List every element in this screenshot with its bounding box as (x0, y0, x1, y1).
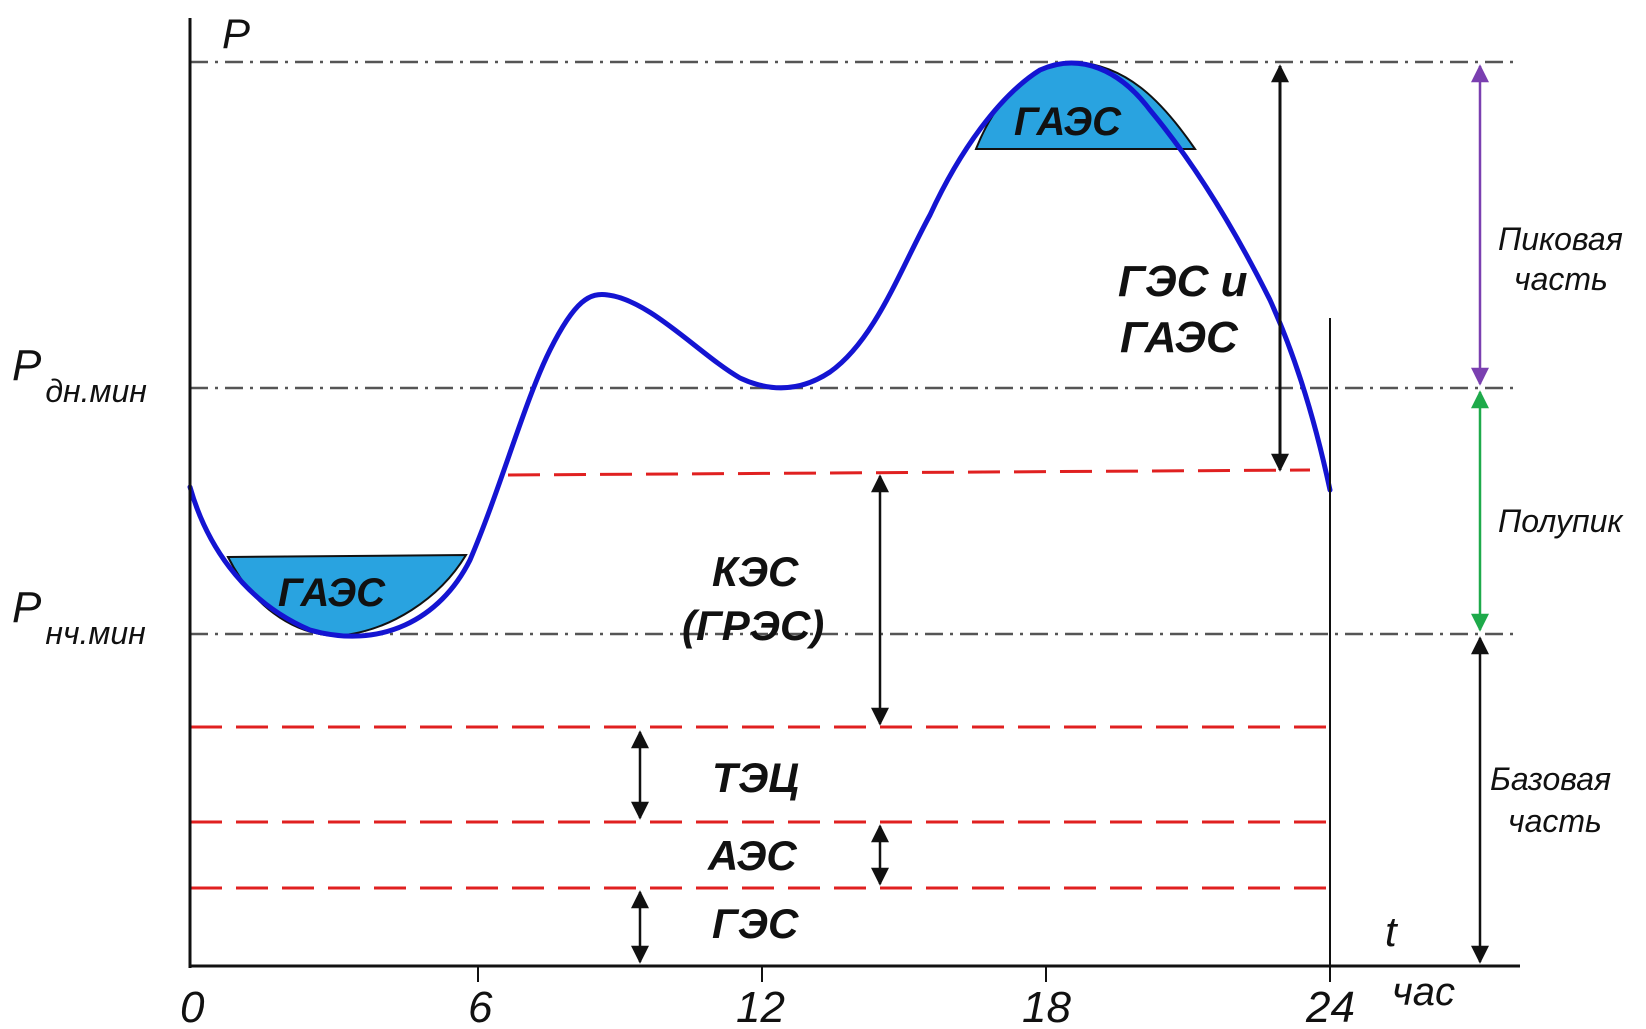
label-p-day-min-sub: дн.мин (45, 373, 147, 409)
x-axis-unit: час (1392, 970, 1455, 1014)
label-base-zone-line2: часть (1508, 803, 1602, 839)
label-ges-gaes-line1: ГЭС и (1118, 257, 1248, 306)
label-peak-zone-line1: Пиковая (1498, 221, 1623, 257)
x-tick-label: 24 (1305, 983, 1355, 1029)
load-curve (187, 60, 1333, 639)
label-ges: ГЭС (712, 900, 799, 947)
label-ges-gaes-line2: ГАЭС (1120, 313, 1239, 362)
label-semi-peak-zone: Полупик (1498, 503, 1624, 539)
label-kes-line1: КЭС (712, 548, 799, 595)
label-peak-zone-line2: часть (1514, 261, 1608, 297)
label-p-night-min-sub: нч.мин (45, 615, 145, 651)
x-tick-label: 12 (736, 983, 785, 1029)
label-tec: ТЭЦ (712, 754, 799, 801)
label-gaes-bottom: ГАЭС (278, 571, 386, 615)
label-p-night-min-main: P (12, 583, 42, 632)
boundary-kes-top (507, 468, 1311, 477)
x-tick-label: 0 (180, 983, 205, 1029)
x-axis-label: t (1385, 908, 1399, 955)
y-axis-label: P (222, 10, 250, 57)
x-tick-label: 6 (468, 983, 493, 1029)
label-p-day-min-main: P (12, 341, 42, 390)
label-aes: АЭС (707, 832, 797, 879)
label-kes-line2: (ГРЭС) (682, 602, 824, 649)
label-base-zone-line1: Базовая (1490, 761, 1611, 797)
x-tick-label: 18 (1022, 983, 1071, 1029)
label-p-night-min: Pнч.мин (12, 583, 146, 651)
label-gaes-top: ГАЭС (1014, 100, 1122, 144)
label-p-day-min: Pдн.мин (12, 341, 147, 409)
